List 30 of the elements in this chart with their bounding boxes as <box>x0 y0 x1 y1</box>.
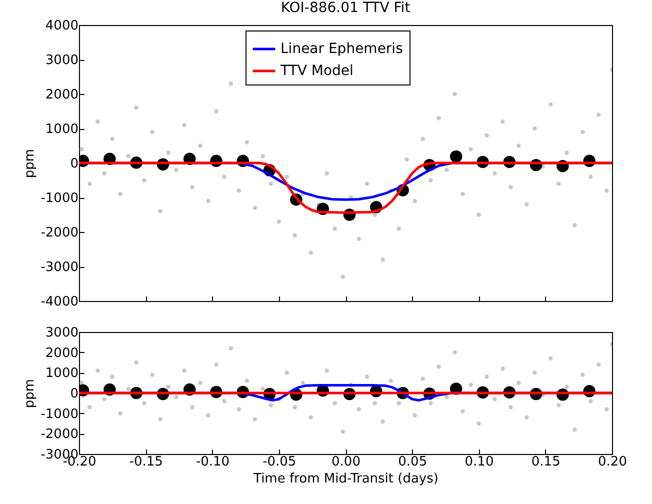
y-axis-title: ppm <box>22 378 38 408</box>
y-tick-label: 4000 <box>45 18 78 34</box>
legend-label: TTV Model <box>280 63 354 80</box>
point <box>450 150 462 163</box>
x-tick-label: 0.00 <box>332 454 360 470</box>
x-tick-label: 0.05 <box>398 454 428 470</box>
x-tick-label: -0.05 <box>262 454 296 470</box>
y-tick-label: -3000 <box>40 260 78 275</box>
x-axis-title: Time from Mid-Transit (days) <box>252 472 438 486</box>
y-axis-title: ppm <box>22 148 38 178</box>
chart-title: KOI-886.01 TTV Fit <box>280 0 411 16</box>
y-tick-label: 3000 <box>45 53 78 68</box>
y-tick-label: 2000 <box>45 88 78 102</box>
x-tick-label: -0.10 <box>196 454 230 470</box>
legend-label: Linear Ephemeris <box>280 41 403 58</box>
y-tick-label: -1000 <box>40 191 78 206</box>
x-tick-label: -0.15 <box>129 454 163 470</box>
x-tick-label: 0.20 <box>598 454 627 470</box>
y-tick-label: 3000 <box>45 326 78 340</box>
x-tick-label: 0.15 <box>531 454 560 470</box>
y-tick-label: -2000 <box>40 427 78 442</box>
y-tick-label: -4000 <box>40 294 78 310</box>
y-tick-label: 0 <box>70 156 78 172</box>
y-tick-label: 0 <box>70 386 78 402</box>
y-tick-label: 1000 <box>45 366 78 382</box>
y-tick-label: -1000 <box>40 406 78 422</box>
x-tick-label: 0.10 <box>464 454 494 470</box>
y-tick-label: 1000 <box>45 122 78 137</box>
y-tick-label: -2000 <box>40 226 78 240</box>
y-tick-label: 2000 <box>45 346 78 361</box>
